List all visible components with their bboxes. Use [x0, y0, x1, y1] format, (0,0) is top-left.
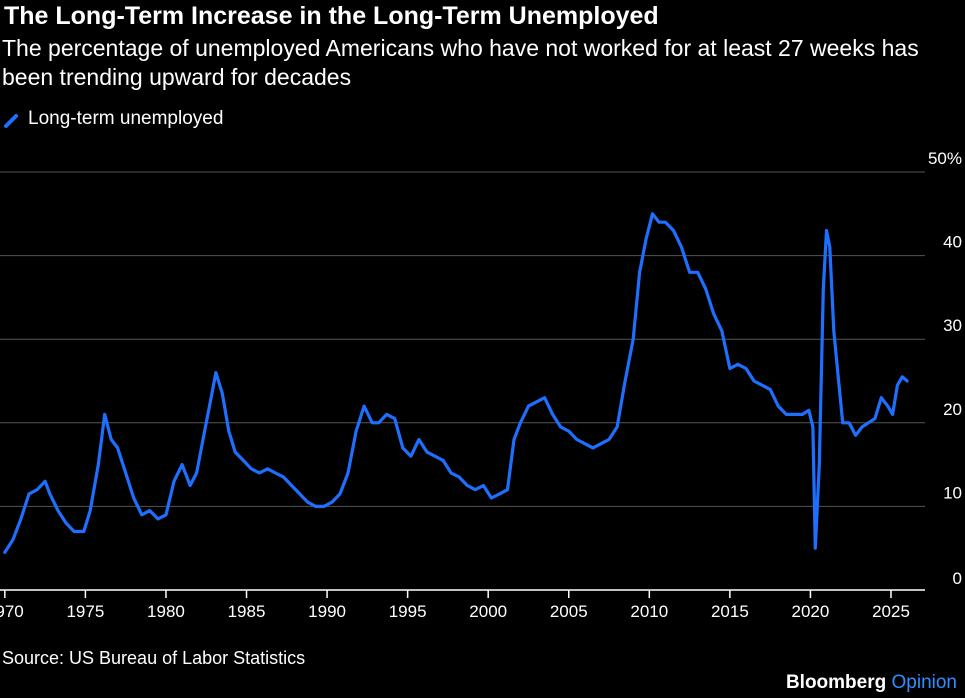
- y-tick-label: 30: [943, 316, 962, 335]
- x-tick-label: 2020: [792, 602, 830, 621]
- x-tick-label: 1995: [389, 602, 427, 621]
- x-tick-label: 2010: [630, 602, 668, 621]
- legend-label: Long-term unemployed: [28, 108, 224, 129]
- y-tick-label: 10: [943, 483, 962, 502]
- x-tick-label: 1975: [66, 602, 104, 621]
- x-tick-label: 1990: [308, 602, 346, 621]
- x-tick-label: 2000: [469, 602, 507, 621]
- x-axis: 1970 1975 1980 1985 1990 1995 2000 2005 2010 2015…: [0, 589, 925, 621]
- y-axis: 0 10 20 30 40 50%: [928, 149, 962, 588]
- brand-logo: Bloomberg Opinion: [786, 672, 957, 694]
- legend-swatch-icon: [4, 112, 18, 128]
- brand-name: Bloomberg: [785, 672, 887, 693]
- y-tick-label: 40: [943, 233, 962, 252]
- x-tick-label: 1985: [228, 602, 266, 621]
- x-tick-label: 1980: [147, 602, 185, 621]
- brand-accent: Opinion: [891, 672, 958, 693]
- legend: Long-term unemployed: [4, 108, 223, 130]
- x-tick-label: 2015: [711, 602, 749, 621]
- chart-subtitle: The percentage of unemployed Americans w…: [2, 35, 919, 90]
- x-tick-label: 1970: [0, 602, 24, 621]
- x-tick-label: 2005: [550, 602, 588, 621]
- series-line-long-term-unemployed: [3, 212, 909, 555]
- chart-title: The Long-Term Increase in the Long-Term …: [4, 2, 659, 30]
- gridlines: [0, 171, 925, 507]
- source-note: Source: US Bureau of Labor Statistics: [2, 648, 306, 668]
- x-tick-label: 2025: [872, 602, 910, 621]
- y-tick-label: 20: [943, 400, 962, 419]
- series-lines: [3, 212, 909, 555]
- y-tick-label: 0: [953, 569, 962, 588]
- y-tick-label: 50%: [928, 149, 962, 168]
